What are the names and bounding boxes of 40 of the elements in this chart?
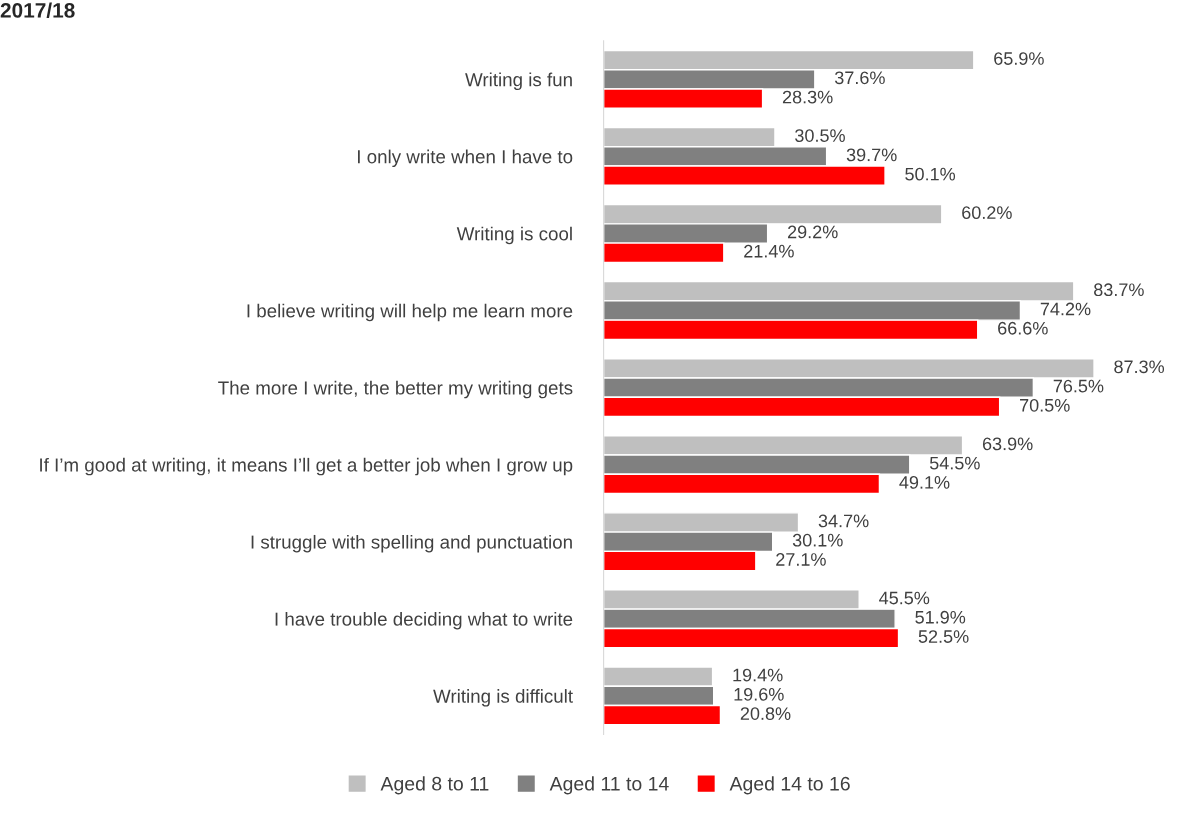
data-label: 51.9% bbox=[915, 610, 966, 624]
data-label: 74.2% bbox=[1040, 302, 1091, 316]
data-label: 65.9% bbox=[994, 52, 1044, 65]
y-tick-label: Writing is difficult bbox=[433, 689, 573, 707]
data-label: 50.1% bbox=[905, 167, 956, 181]
y-tick-label: I have trouble deciding what to write bbox=[275, 612, 573, 630]
data-label: 76.5% bbox=[1053, 379, 1104, 393]
data-label: 63.9% bbox=[982, 437, 1033, 451]
data-label: 60.2% bbox=[962, 206, 1012, 220]
legend-label: Aged 14 to 16 bbox=[729, 776, 850, 795]
y-tick-label: I only write when I have to bbox=[358, 149, 573, 168]
data-label: 49.1% bbox=[899, 475, 950, 489]
data-label: 19.6% bbox=[734, 687, 784, 701]
legend-label: Aged 11 to 14 bbox=[549, 776, 669, 795]
data-label: 45.5% bbox=[879, 591, 930, 605]
data-label: 21.4% bbox=[744, 244, 794, 258]
y-tick-label: Writing is cool bbox=[456, 226, 572, 245]
data-label: 28.3% bbox=[782, 90, 833, 104]
y-tick-label: I struggle with spelling and punctuation bbox=[251, 534, 572, 553]
data-label: 30.5% bbox=[795, 129, 845, 142]
y-tick-label: If I’m good at writing, it means I’ll get a better job when I grow up bbox=[40, 457, 573, 476]
data-label: 29.2% bbox=[787, 225, 838, 239]
legend-label: Aged 8 to 11 bbox=[380, 776, 489, 795]
data-label: 87.3% bbox=[1114, 360, 1165, 374]
text: 2017/18 bbox=[0, 2, 75, 18]
data-label: 83.7% bbox=[1094, 283, 1144, 297]
data-label: 39.7% bbox=[846, 148, 897, 162]
data-label: 52.5% bbox=[918, 630, 969, 643]
data-label: 70.5% bbox=[1020, 398, 1070, 412]
data-label: 37.6% bbox=[834, 71, 885, 85]
data-label: 34.7% bbox=[818, 514, 869, 528]
y-tick-label: Writing is fun bbox=[465, 72, 572, 91]
data-label: 20.8% bbox=[740, 707, 791, 720]
data-label: 30.1% bbox=[792, 533, 843, 547]
y-tick-label: I believe writing will help me learn more bbox=[247, 303, 573, 322]
data-label: 19.4% bbox=[733, 668, 783, 682]
data-label: 54.5% bbox=[929, 456, 980, 470]
y-tick-label: The more I write, the better my writing gets bbox=[218, 380, 573, 399]
data-label: 66.6% bbox=[998, 321, 1048, 335]
data-label: 27.1% bbox=[776, 553, 826, 566]
